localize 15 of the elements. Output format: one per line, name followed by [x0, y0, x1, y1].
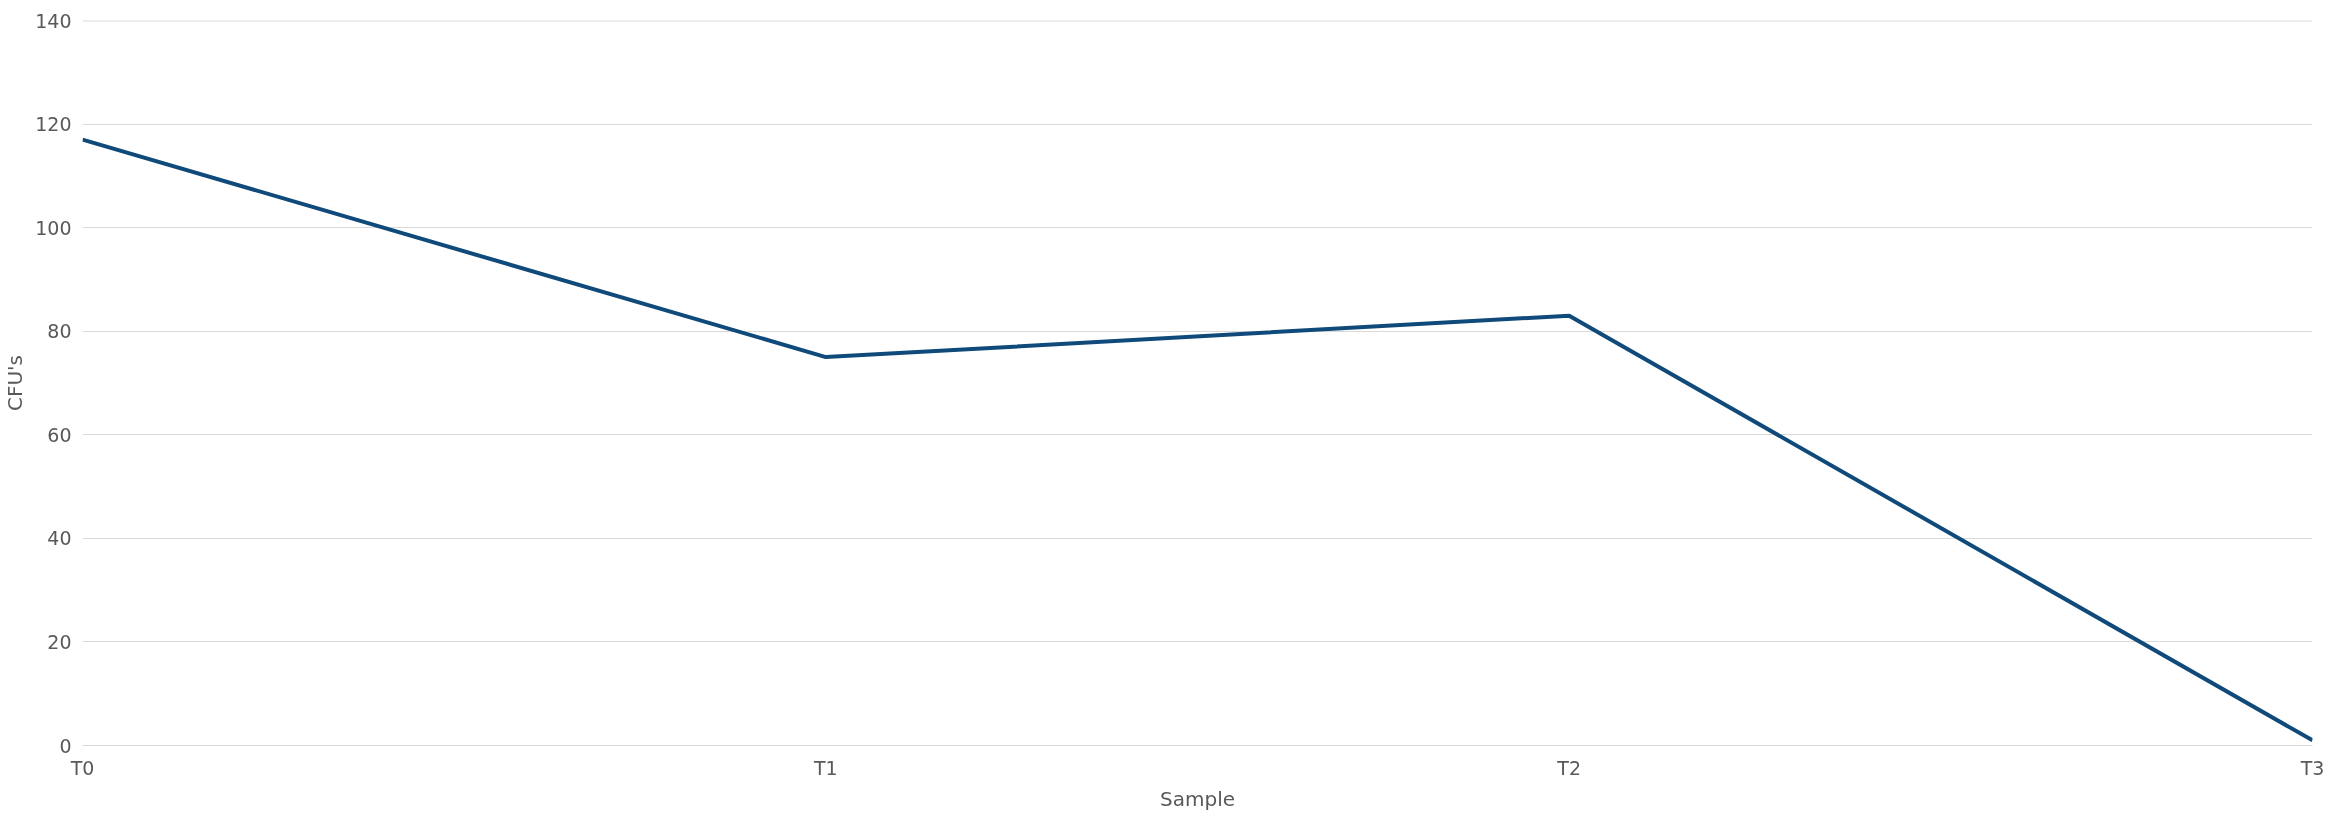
x-tick-label: T0: [69, 756, 95, 779]
y-tick-label: 80: [47, 320, 72, 343]
y-tick-label: 0: [59, 734, 72, 757]
y-tick-label: 100: [35, 216, 72, 239]
x-tick-label: T3: [2299, 756, 2325, 779]
y-axis-title: CFU's: [3, 354, 28, 412]
x-tick-label: T2: [1556, 756, 1582, 779]
y-tick-label: 60: [47, 423, 72, 446]
x-tick-label: T1: [812, 756, 838, 779]
y-tick-label: 120: [35, 113, 72, 136]
line-series: [82, 137, 2313, 743]
y-tick-label: 40: [47, 527, 72, 550]
y-tick-label: 20: [47, 630, 72, 653]
y-tick-label: 140: [35, 9, 72, 32]
x-axis-title: Sample: [1160, 786, 1235, 811]
